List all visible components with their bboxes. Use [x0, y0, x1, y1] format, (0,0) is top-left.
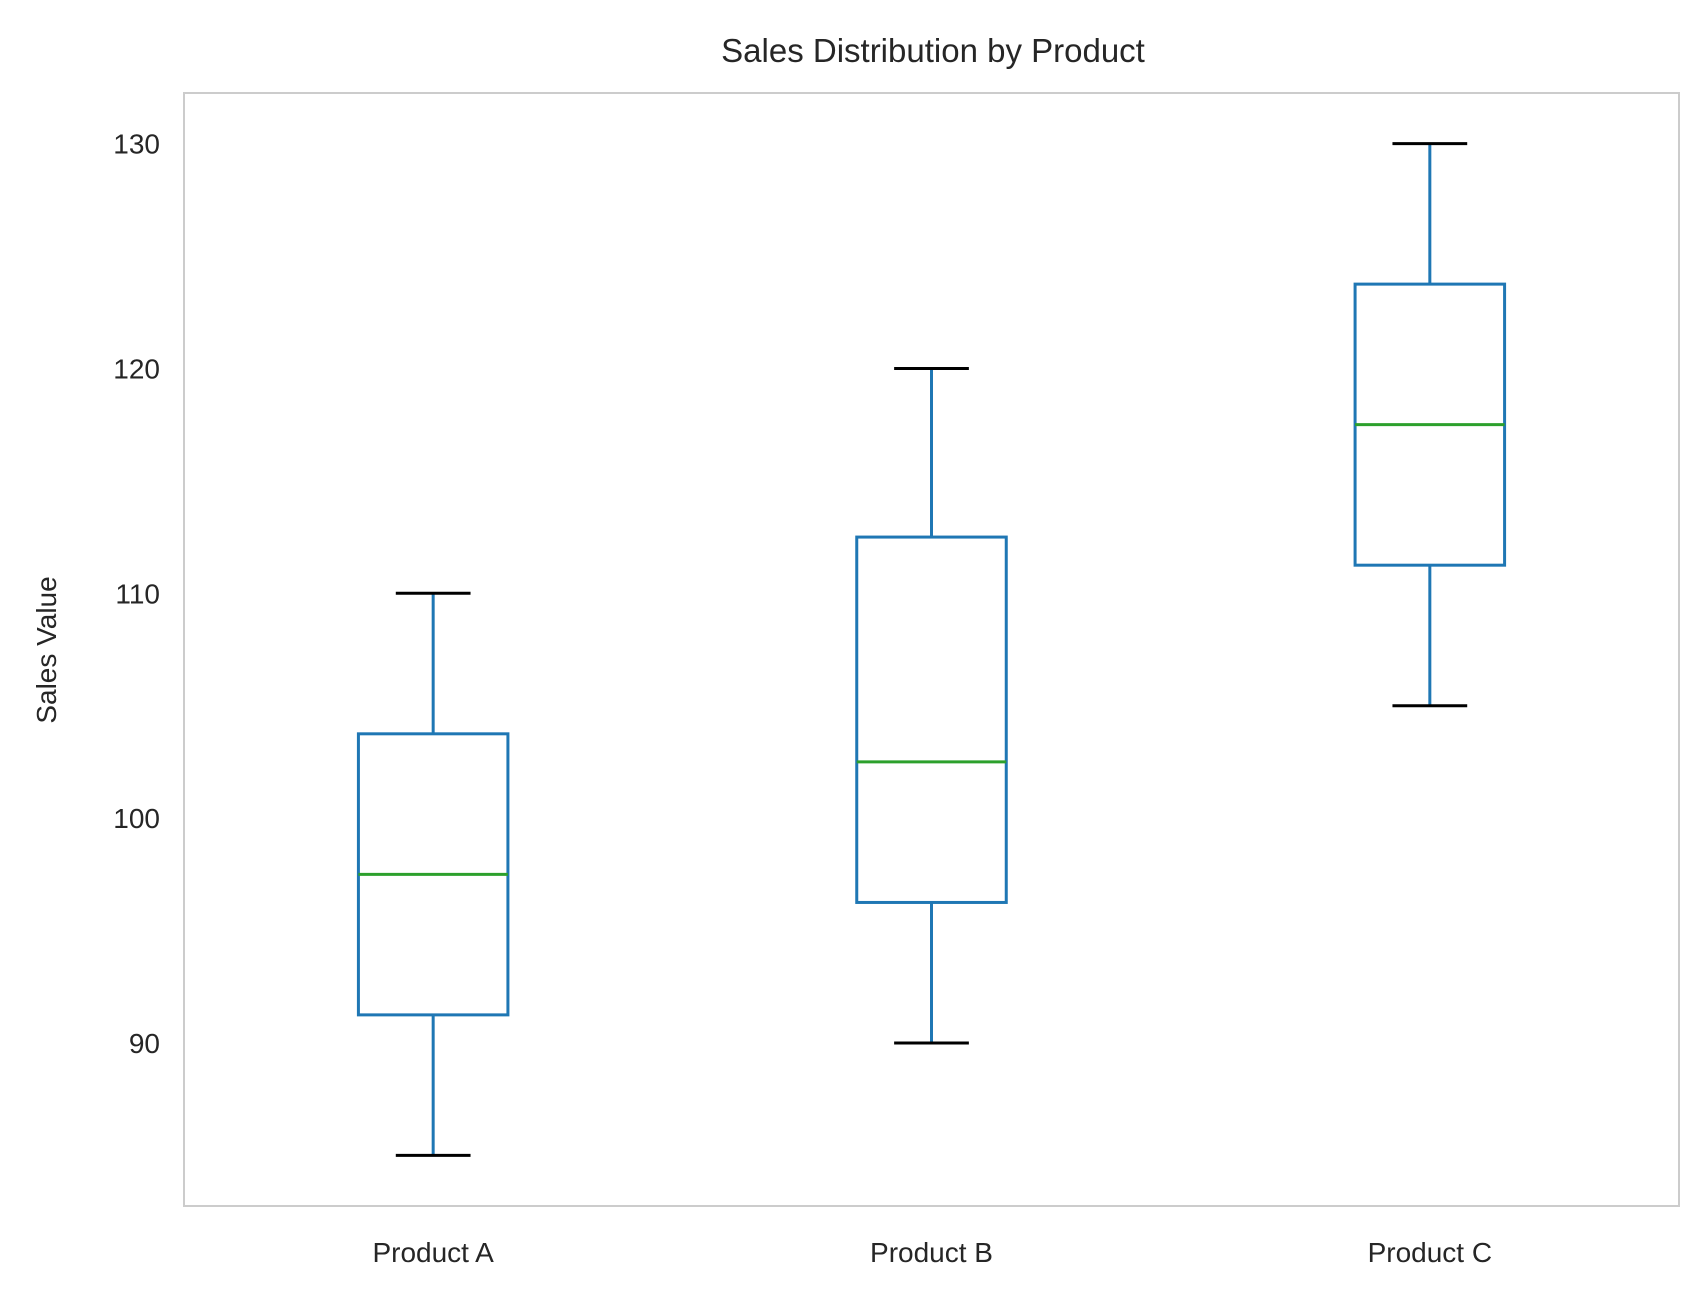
box-3	[1353, 142, 1507, 708]
y-tick-label: 130	[113, 129, 160, 160]
x-tick-label: Product C	[1368, 1237, 1493, 1268]
y-tick-label: 100	[113, 803, 160, 834]
chart-title: Sales Distribution by Product	[721, 32, 1145, 69]
box-series	[356, 142, 1507, 1157]
y-tick-label: 110	[115, 578, 160, 609]
box-1	[356, 591, 510, 1157]
y-tick-label: 120	[113, 353, 160, 384]
x-tick-label: Product A	[372, 1237, 494, 1268]
y-axis-ticks: 90 100 110 120 130	[113, 129, 160, 1059]
x-axis-ticks: Product A Product B Product C	[372, 1237, 1492, 1268]
iqr-box	[855, 535, 1008, 904]
y-tick-label: 90	[129, 1028, 160, 1059]
y-axis-label: Sales Value	[31, 576, 62, 723]
box-2	[855, 366, 1008, 1045]
plot-frame	[183, 92, 1680, 1207]
x-tick-label: Product B	[870, 1237, 993, 1268]
